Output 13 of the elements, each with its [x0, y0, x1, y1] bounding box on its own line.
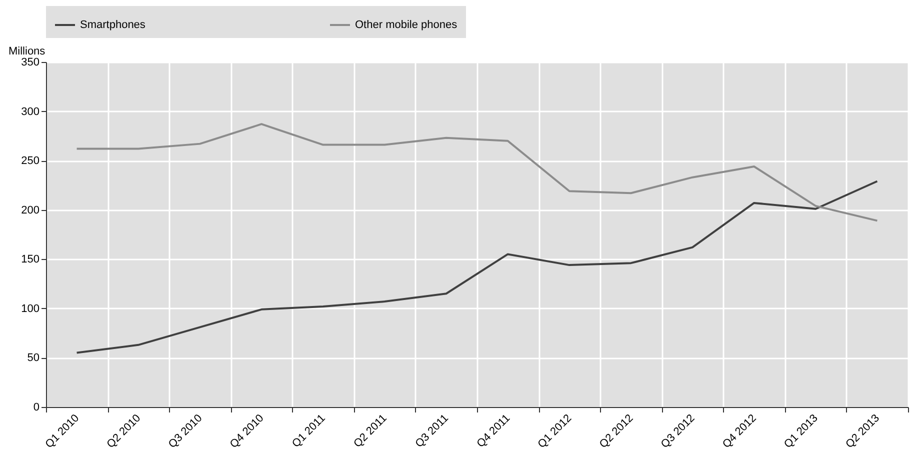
line-series — [76, 180, 878, 354]
y-tick-label: 50 — [27, 352, 40, 364]
y-tick-label: 150 — [21, 254, 40, 266]
y-tick-label: 100 — [21, 302, 40, 315]
y-tick-label: 200 — [21, 204, 40, 216]
line-series — [76, 123, 878, 222]
y-tick-label: 0 — [33, 402, 40, 414]
legend-label: Other mobile phones — [355, 19, 458, 31]
y-tick-label: 350 — [21, 56, 40, 68]
y-tick-label: 250 — [21, 155, 40, 168]
y-tick-label: 300 — [21, 106, 40, 118]
legend-label: Smartphones — [80, 19, 146, 31]
y-axis-title: Millions — [8, 46, 46, 58]
